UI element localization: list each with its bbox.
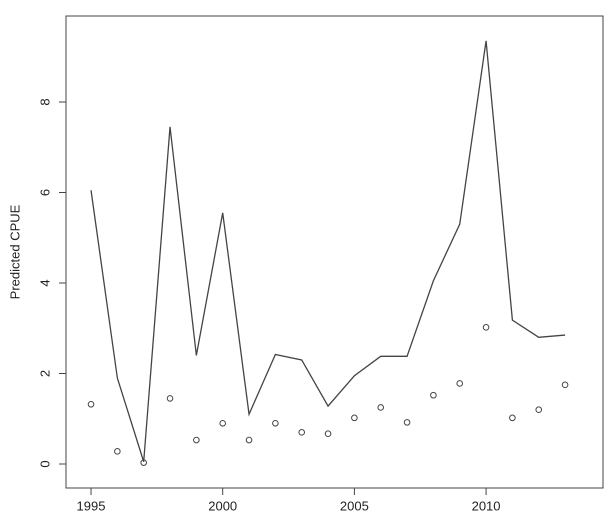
y-tick-label: 4 [37, 279, 52, 286]
data-point [403, 419, 411, 426]
x-tick-label: 1995 [77, 498, 106, 513]
data-point [87, 400, 95, 408]
data-point [166, 395, 174, 402]
data-point [561, 381, 569, 389]
y-tick-label: 2 [37, 370, 52, 377]
data-point [377, 404, 385, 411]
y-axis-label: Predicted CPUE [7, 204, 22, 299]
data-point [140, 459, 147, 466]
data-point [298, 429, 306, 436]
data-line [90, 40, 566, 462]
data-point [351, 414, 358, 422]
data-point [245, 436, 253, 444]
y-tick-label: 8 [37, 98, 52, 105]
x-tick-label: 2005 [340, 498, 369, 513]
y-tick-label: 6 [37, 189, 52, 196]
data-point [114, 448, 121, 455]
data-point [324, 430, 332, 437]
plot-frame [65, 15, 604, 489]
data-point [272, 419, 279, 427]
data-point [509, 414, 516, 422]
data-point [456, 380, 464, 387]
data-point [535, 406, 543, 414]
data-point [219, 419, 227, 427]
y-tick-label: 0 [37, 460, 52, 467]
data-point [482, 324, 490, 331]
x-tick-label: 2010 [472, 498, 501, 513]
data-point [430, 391, 437, 399]
x-tick-label: 2000 [208, 498, 237, 513]
data-point [193, 436, 200, 444]
